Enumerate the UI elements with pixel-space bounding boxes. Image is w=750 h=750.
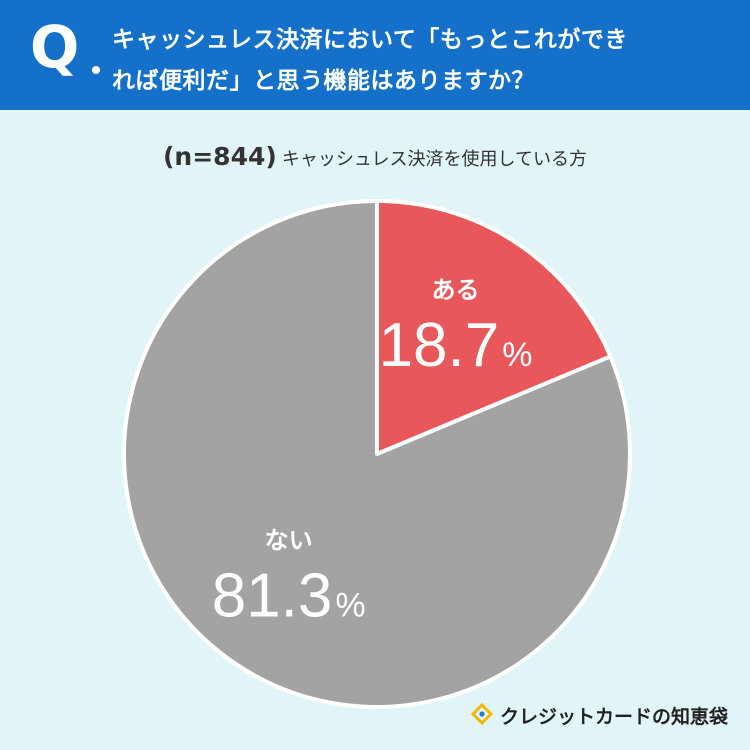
slice-percent-0: 18.7%: [379, 311, 533, 380]
pie-slice-1: [122, 199, 632, 709]
slice-value-0: 18.7: [379, 311, 500, 380]
slice-unit-1: %: [335, 587, 365, 625]
question-text-line2: れば便利だ」と思う機能はありますか？: [112, 68, 535, 94]
pie-labels: ある 18.7% ない 81.3%: [212, 276, 533, 631]
q-mark: Q: [30, 13, 80, 81]
sample-size-subtitle: (n=844) キャッシュレス決済を使用している方: [0, 142, 750, 171]
sample-size-label: (n=844): [163, 142, 277, 171]
slice-label-0: ある: [432, 276, 480, 304]
respondent-description: キャッシュレス決済を使用している方: [281, 149, 587, 170]
q-dot: [92, 66, 100, 74]
slice-unit-0: %: [502, 336, 532, 374]
brand-name: クレジットカードの知恵袋: [499, 705, 728, 728]
pie-slice-0: [375, 199, 613, 456]
question-text-line1: キャッシュレス決済において「もっとこれができ: [112, 27, 628, 53]
slice-value-1: 81.3: [212, 562, 333, 631]
question-header: Q キャッシュレス決済において「もっとこれができ れば便利だ」と思う機能はありま…: [0, 0, 750, 110]
brand-logo: クレジットカードの知恵袋: [470, 700, 728, 730]
slice-label-1: ない: [265, 527, 313, 555]
slice-percent-1: 81.3%: [212, 562, 366, 631]
pie-slices: [122, 199, 632, 709]
lightbulb-icon: [470, 703, 494, 726]
